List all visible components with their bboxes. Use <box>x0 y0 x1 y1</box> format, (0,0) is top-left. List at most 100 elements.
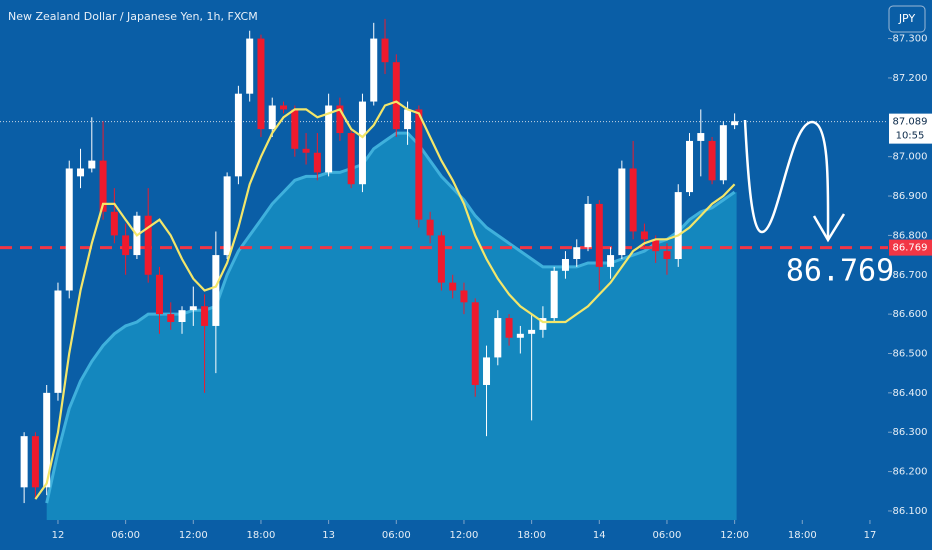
candle-body <box>460 290 468 303</box>
x-tick-label: 12:00 <box>450 530 479 541</box>
x-tick-label: 06:00 <box>653 530 682 541</box>
candle-body <box>268 105 276 130</box>
candle-body <box>449 282 457 291</box>
candle-body <box>686 140 694 193</box>
candle-body <box>223 176 231 256</box>
candle-body <box>629 168 637 232</box>
y-tick-label: 86.900 <box>893 191 928 202</box>
candle-body <box>234 93 242 177</box>
candle-body <box>144 215 152 275</box>
candle-body <box>607 255 615 267</box>
arrow-head <box>812 213 846 243</box>
plot-area <box>0 18 888 520</box>
candle-body <box>584 203 592 248</box>
candle-body <box>404 109 412 130</box>
candle-body <box>302 148 310 153</box>
candle-body <box>674 192 682 260</box>
y-tick-label: 86.100 <box>893 506 928 517</box>
candle-body <box>483 357 491 385</box>
candle-body <box>471 302 479 385</box>
candle-body <box>280 105 288 110</box>
y-tick-label: 86.400 <box>893 388 928 399</box>
x-tick-label: 06:00 <box>111 530 140 541</box>
price-label: 87.089 <box>893 117 928 128</box>
candle-body <box>88 160 96 169</box>
price-label-box <box>889 239 932 256</box>
candle-body <box>246 38 254 94</box>
candle-body <box>77 168 85 177</box>
price-label: 86.769 <box>893 243 928 254</box>
y-tick-label: 86.600 <box>893 309 928 320</box>
y-tick-label: 87.300 <box>893 34 928 45</box>
y-tick-label: 86.500 <box>893 348 928 359</box>
y-tick-label: 86.200 <box>893 467 928 478</box>
candle-body <box>212 255 220 326</box>
candle-body <box>561 259 569 271</box>
candle-body <box>618 168 626 256</box>
candle-body <box>415 109 423 220</box>
x-tick-label: 13 <box>322 530 335 541</box>
y-tick-label: 86.300 <box>893 427 928 438</box>
candle-body <box>595 203 603 267</box>
x-tick-label: 12 <box>52 530 65 541</box>
y-tick-label: 86.800 <box>893 230 928 241</box>
candle-body <box>65 168 73 291</box>
price-annotation: 86.769 <box>786 254 894 289</box>
candle-body <box>155 274 163 315</box>
candle-body <box>313 152 321 173</box>
candle-body <box>257 38 265 130</box>
countdown: 10:55 <box>896 131 925 142</box>
x-tick-label: 12:00 <box>179 530 208 541</box>
candle-body <box>573 247 581 260</box>
candle-body <box>189 306 197 311</box>
moving-average <box>34 100 736 500</box>
candle-body <box>110 211 118 236</box>
y-tick-label: 87.200 <box>893 73 928 84</box>
candle-body <box>539 318 547 330</box>
currency-button[interactable]: JPY <box>888 5 926 33</box>
price-label-box <box>889 113 932 144</box>
candle-body <box>381 38 389 63</box>
x-tick-label: 12:00 <box>720 530 749 541</box>
forecast-arrow <box>743 119 830 239</box>
candle-body <box>697 133 705 141</box>
candle-body <box>201 306 209 326</box>
candle-body <box>640 231 648 240</box>
candle-body <box>347 133 355 185</box>
candle-body <box>392 62 400 130</box>
candle-body <box>43 392 51 488</box>
x-tick-label: 14 <box>593 530 606 541</box>
candle-body <box>20 436 28 488</box>
candle-body <box>336 105 344 134</box>
candle-body <box>652 239 660 252</box>
candle-body <box>167 314 175 322</box>
candle-body <box>99 160 107 212</box>
y-tick-label: 86.700 <box>893 270 928 281</box>
candle-body <box>370 38 378 102</box>
chart-title: New Zealand Dollar / Japanese Yen, 1h, F… <box>8 10 258 23</box>
candle-body <box>358 101 366 185</box>
candle-body <box>505 318 513 338</box>
candle-body <box>663 251 671 260</box>
y-tick-label: 87.000 <box>893 152 928 163</box>
area-fill <box>46 133 737 520</box>
candle-body <box>719 125 727 181</box>
candle-body <box>528 329 536 334</box>
x-tick-label: 18:00 <box>517 530 546 541</box>
button-label[interactable]: JPY <box>898 12 916 25</box>
candle-body <box>54 290 62 393</box>
candle-body <box>291 109 299 149</box>
candle-body <box>516 333 524 338</box>
candle-body <box>731 121 739 126</box>
button-frame[interactable] <box>888 5 926 33</box>
candle-body <box>550 270 558 319</box>
candle-body <box>426 219 434 236</box>
x-tick-label: 18:00 <box>788 530 817 541</box>
candle-body <box>437 235 445 283</box>
candle-body <box>494 318 502 358</box>
x-tick-label: 06:00 <box>382 530 411 541</box>
x-tick-label: 17 <box>864 530 877 541</box>
candle-body <box>325 105 333 173</box>
x-tick-label: 18:00 <box>247 530 276 541</box>
